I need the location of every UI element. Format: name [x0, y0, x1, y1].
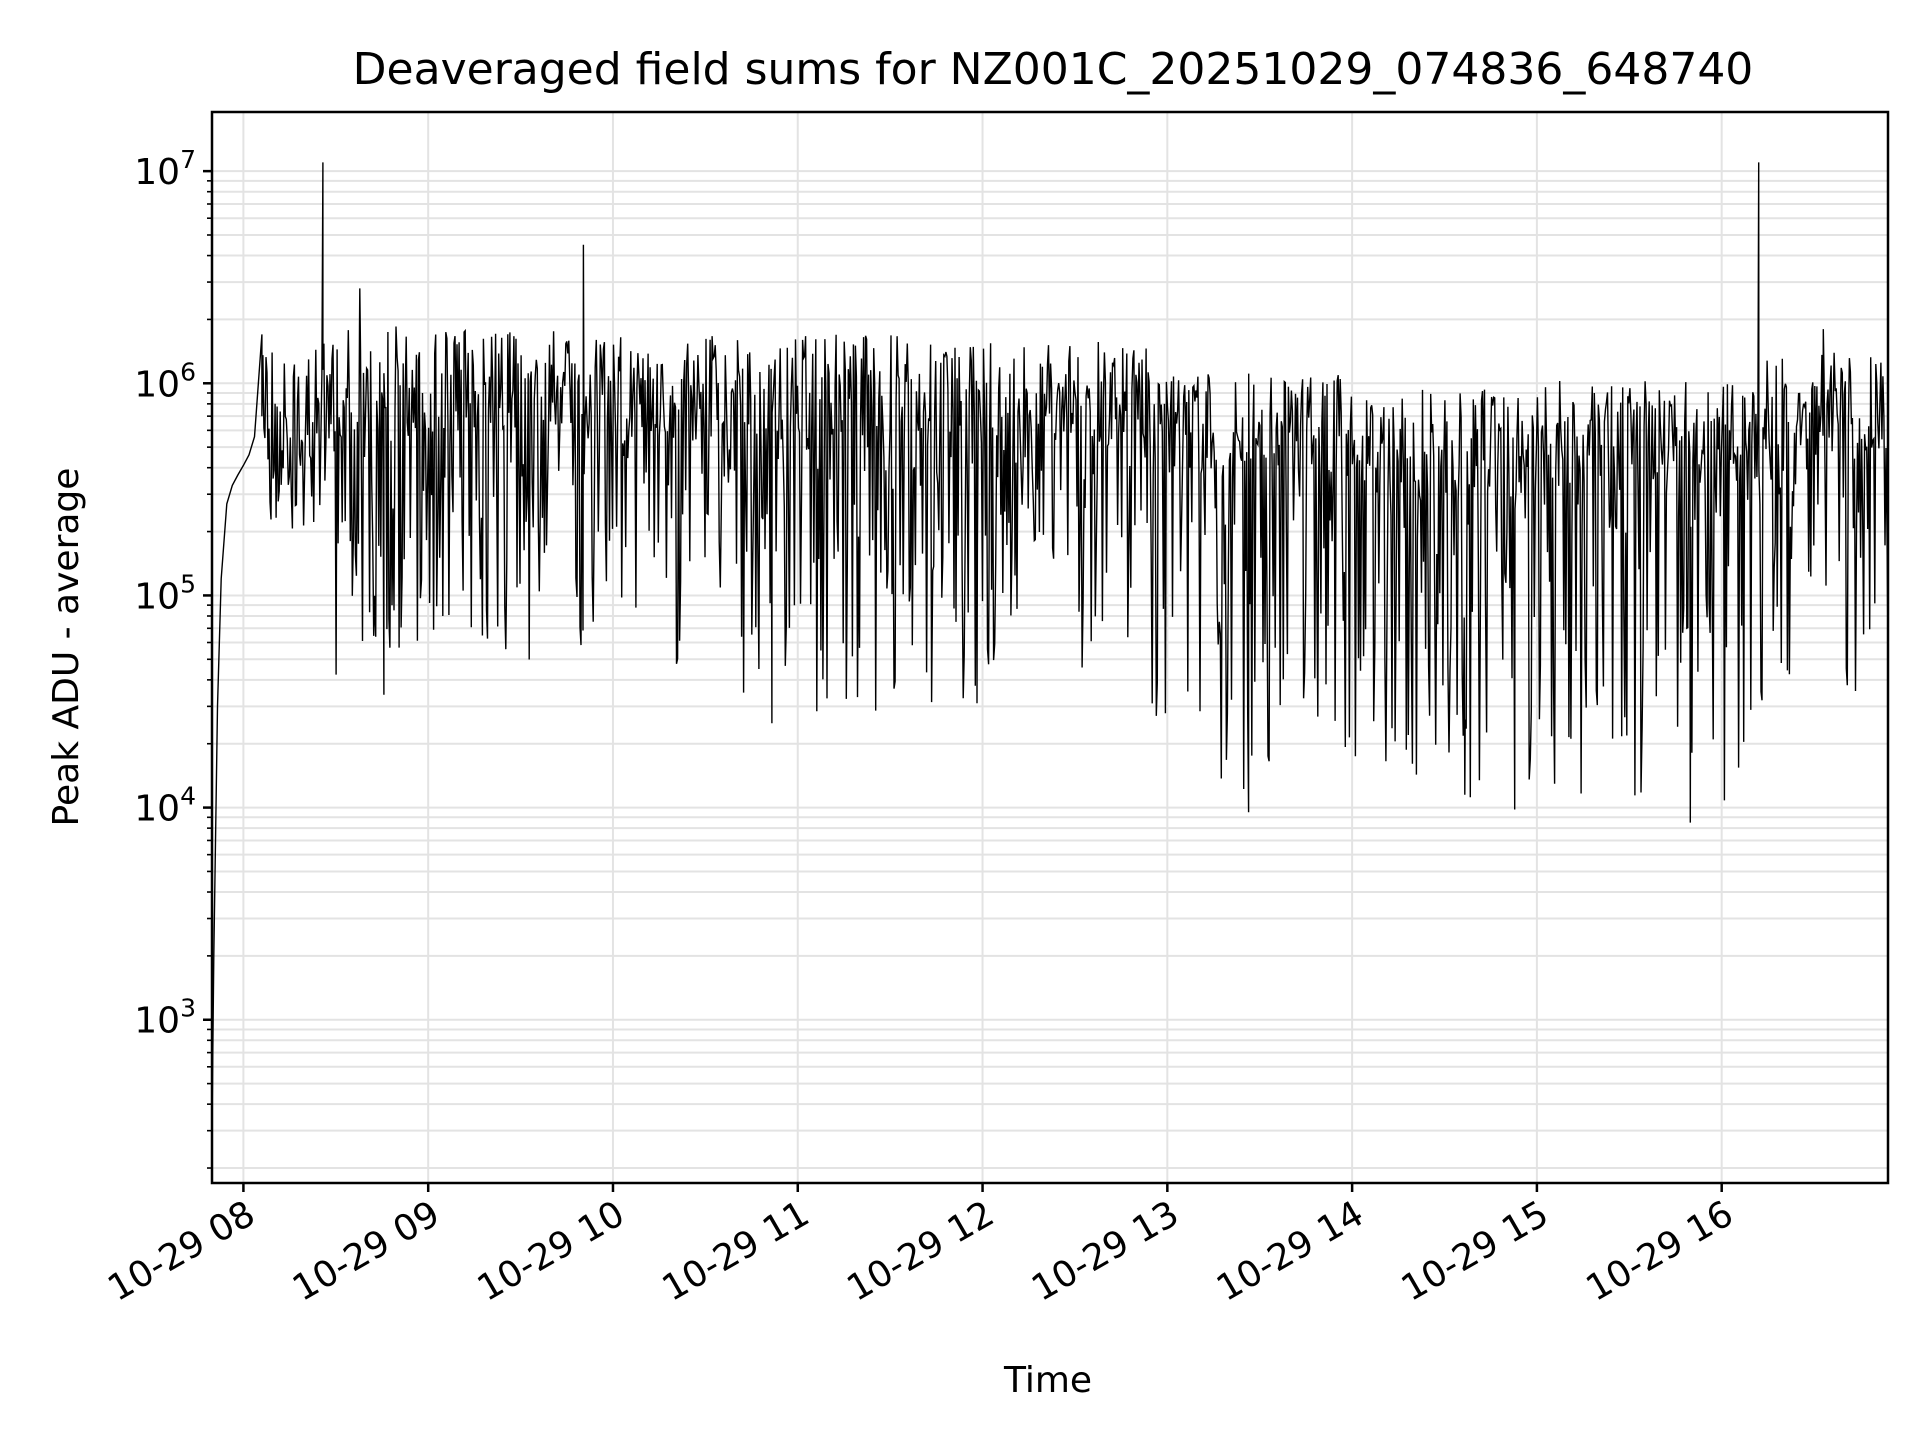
plot-frame: [210, 110, 1890, 1185]
x-tick-label: 10-29 08: [101, 1193, 262, 1309]
x-tick-label: 10-29 16: [1580, 1193, 1741, 1309]
y-axis-label: Peak ADU - average: [46, 468, 87, 827]
y-tick-label: 107: [134, 145, 196, 193]
y-axis: 103 104 105 106 107: [134, 145, 212, 1169]
x-tick-label: 10-29 12: [840, 1193, 1001, 1309]
series-layer: [211, 162, 1889, 1131]
x-tick-label: 10-29 11: [656, 1193, 817, 1309]
chart-title: Deaveraged field sums for NZ001C_2025102…: [353, 44, 1754, 95]
x-tick-label: 10-29 15: [1395, 1193, 1556, 1309]
x-tick-label: 10-29 14: [1210, 1193, 1371, 1309]
grid: [212, 112, 1888, 1183]
x-axis: 10-29 08 10-29 09 10-29 10 10-29 11 10-29 12…: [101, 1183, 1740, 1310]
x-axis-label: Time: [1003, 1360, 1092, 1401]
y-tick-label: 104: [134, 782, 196, 830]
series-line: [211, 162, 1889, 1131]
y-tick-label: 103: [134, 994, 196, 1042]
x-tick-label: 10-29 13: [1025, 1193, 1186, 1309]
x-tick-label: 10-29 10: [471, 1193, 632, 1309]
y-tick-label: 105: [134, 569, 196, 617]
y-tick-label: 106: [134, 357, 196, 405]
x-tick-label: 10-29 09: [286, 1193, 447, 1309]
